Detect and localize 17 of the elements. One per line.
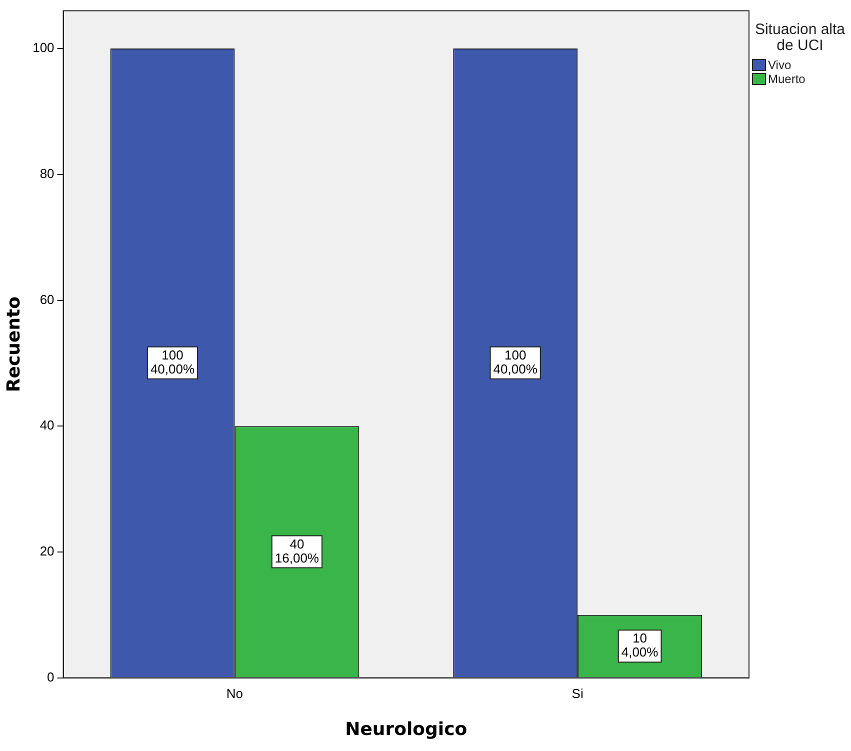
- y-tick-label: 100: [32, 40, 54, 56]
- y-tick-label: 0: [47, 669, 54, 684]
- data-label: 10 4,00%: [621, 630, 659, 660]
- y-tick-label: 80: [40, 166, 54, 181]
- y-axis-title: Recuento: [3, 296, 24, 392]
- data-label: 100 40,00%: [150, 348, 195, 377]
- x-tick-label: Si: [572, 686, 584, 702]
- x-tick-label: No: [226, 686, 244, 702]
- y-tick-label: 60: [40, 292, 54, 307]
- y-tick-label: 40: [40, 418, 54, 433]
- y-tick-label: 20: [40, 544, 54, 559]
- data-label: 100 40,00%: [493, 348, 538, 377]
- data-label: 40 16,00%: [274, 536, 320, 566]
- legend-label: Vivo: [768, 58, 792, 72]
- x-axis-title: Neurologico: [345, 718, 468, 740]
- legend-label: Muerto: [768, 72, 806, 86]
- legend-title: Situacion alta de UCI: [754, 21, 846, 54]
